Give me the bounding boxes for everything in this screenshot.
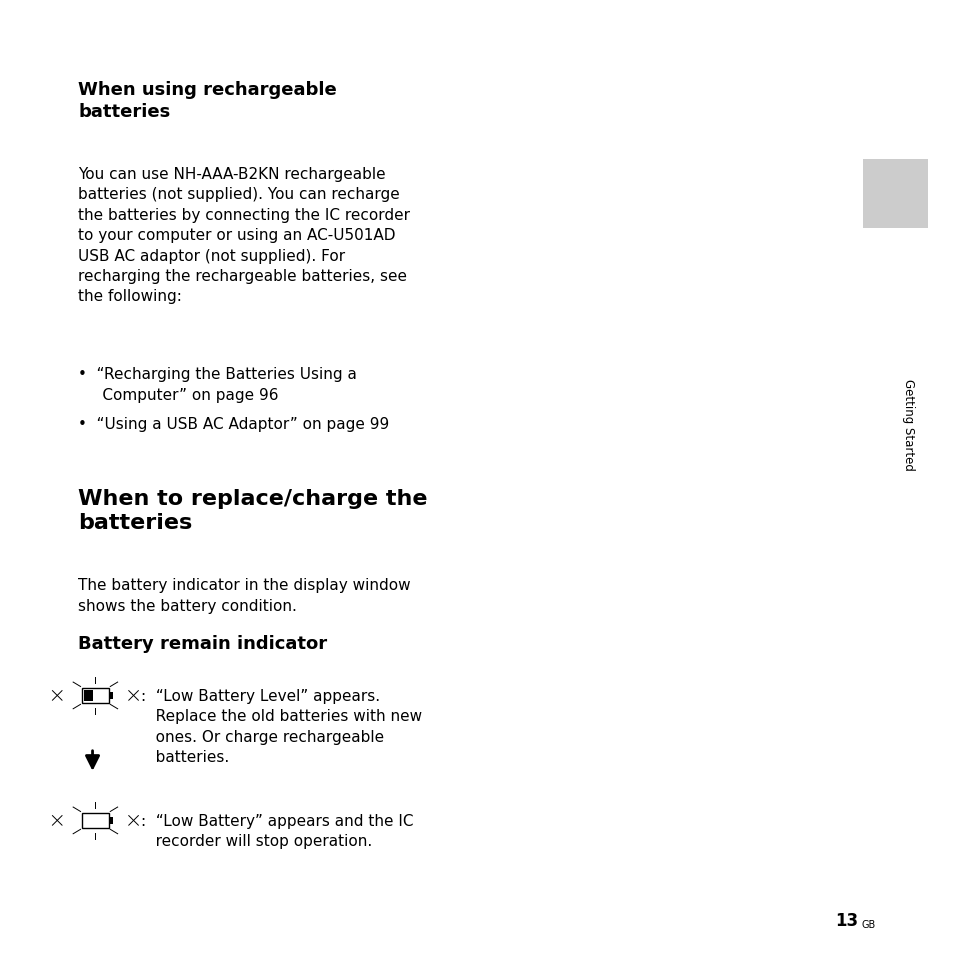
Text: You can use NH-AAA-B2KN rechargeable
batteries (not supplied). You can recharge
: You can use NH-AAA-B2KN rechargeable bat…: [78, 167, 410, 304]
Bar: [109, 692, 112, 700]
Bar: [82, 813, 109, 828]
Bar: [109, 817, 112, 824]
Bar: [82, 688, 109, 703]
Text: When to replace/charge the
batteries: When to replace/charge the batteries: [78, 489, 427, 533]
Text: Getting Started: Getting Started: [901, 378, 914, 470]
Text: 13: 13: [834, 911, 857, 929]
Text: GB: GB: [861, 920, 875, 929]
Text: The battery indicator in the display window
shows the battery condition.: The battery indicator in the display win…: [78, 578, 411, 613]
Text: Battery remain indicator: Battery remain indicator: [78, 635, 327, 653]
Text: •  “Recharging the Batteries Using a
     Computer” on page 96: • “Recharging the Batteries Using a Comp…: [78, 367, 356, 402]
Bar: [84, 690, 93, 701]
Bar: [862, 160, 927, 229]
Text: :  “Low Battery” appears and the IC
   recorder will stop operation.: : “Low Battery” appears and the IC recor…: [141, 813, 414, 848]
Text: •  “Using a USB AC Adaptor” on page 99: • “Using a USB AC Adaptor” on page 99: [78, 416, 389, 432]
Text: When using rechargeable
batteries: When using rechargeable batteries: [78, 81, 336, 120]
Text: :  “Low Battery Level” appears.
   Replace the old batteries with new
   ones. O: : “Low Battery Level” appears. Replace t…: [141, 688, 422, 764]
